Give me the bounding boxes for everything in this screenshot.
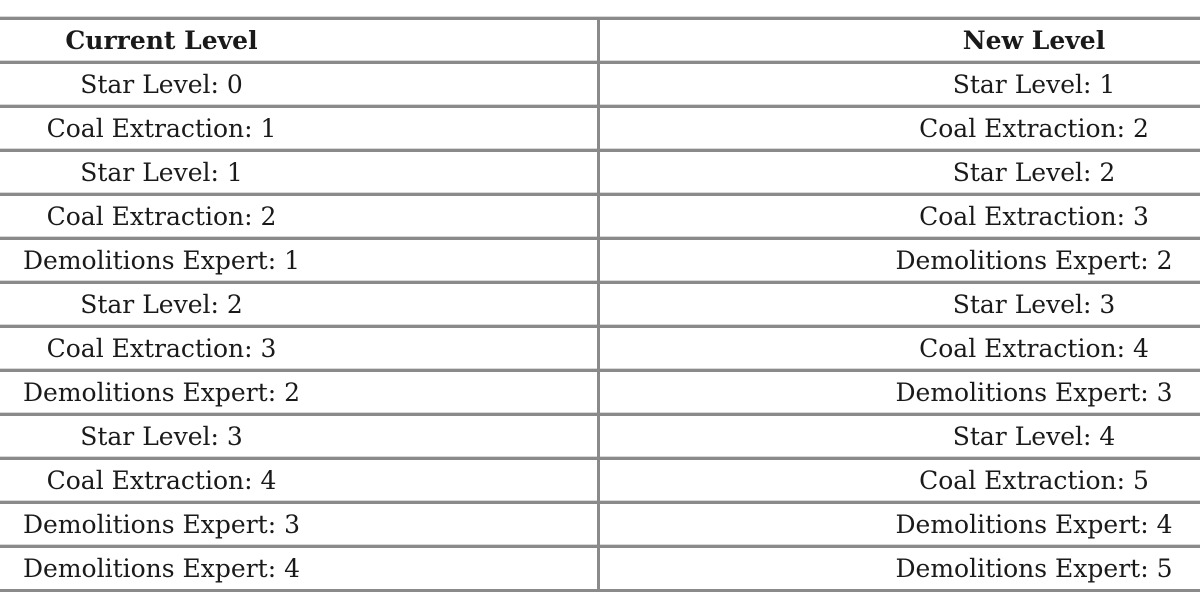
new-level-cell: Star Level: 3 (952, 290, 1116, 319)
current-level-cell: Coal Extraction: 3 (0, 328, 600, 369)
table-row: Coal Extraction: 2 Coal Extraction: 3 (0, 193, 1200, 237)
current-level-cell: Demolitions Expert: 3 (0, 504, 600, 545)
current-level-cell: Star Level: 0 (0, 64, 600, 105)
table-row: Star Level: 2 Star Level: 3 (0, 281, 1200, 325)
level-table: Current Level New Level Star Level: 0 Sta… (0, 17, 1200, 592)
table-row: Coal Extraction: 1 Coal Extraction: 2 (0, 105, 1200, 149)
table-row: Demolitions Expert: 1 Demolitions Expert:… (0, 237, 1200, 281)
table-row: Star Level: 1 Star Level: 2 (0, 149, 1200, 193)
table-row: Demolitions Expert: 4 Demolitions Expert:… (0, 545, 1200, 592)
header-current-level: Current Level (0, 20, 600, 61)
table-header-row: Current Level New Level (0, 17, 1200, 61)
header-new-level: New Level (962, 26, 1106, 55)
table-row: Star Level: 3 Star Level: 4 (0, 413, 1200, 457)
current-level-cell: Star Level: 2 (0, 284, 600, 325)
table-row: Star Level: 0 Star Level: 1 (0, 61, 1200, 105)
current-level-cell: Demolitions Expert: 1 (0, 240, 600, 281)
new-level-cell: Star Level: 1 (952, 70, 1116, 99)
table-row: Coal Extraction: 3 Coal Extraction: 4 (0, 325, 1200, 369)
table-row: Demolitions Expert: 2 Demolitions Expert:… (0, 369, 1200, 413)
new-level-cell: Star Level: 2 (952, 158, 1116, 187)
new-level-cell: Coal Extraction: 5 (919, 466, 1149, 495)
new-level-cell: Demolitions Expert: 4 (895, 510, 1173, 539)
new-level-cell: Coal Extraction: 2 (919, 114, 1149, 143)
new-level-cell: Demolitions Expert: 3 (895, 378, 1173, 407)
current-level-cell: Demolitions Expert: 4 (0, 548, 600, 589)
current-level-cell: Demolitions Expert: 2 (0, 372, 600, 413)
current-level-cell: Star Level: 1 (0, 152, 600, 193)
table-row: Demolitions Expert: 3 Demolitions Expert:… (0, 501, 1200, 545)
new-level-cell: Star Level: 4 (952, 422, 1116, 451)
new-level-cell: Coal Extraction: 4 (919, 334, 1149, 363)
new-level-cell: Coal Extraction: 3 (919, 202, 1149, 231)
new-level-cell: Demolitions Expert: 2 (895, 246, 1173, 275)
table-row: Coal Extraction: 4 Coal Extraction: 5 (0, 457, 1200, 501)
current-level-cell: Coal Extraction: 2 (0, 196, 600, 237)
current-level-cell: Coal Extraction: 1 (0, 108, 600, 149)
new-level-cell: Demolitions Expert: 5 (895, 554, 1173, 583)
current-level-cell: Star Level: 3 (0, 416, 600, 457)
current-level-cell: Coal Extraction: 4 (0, 460, 600, 501)
